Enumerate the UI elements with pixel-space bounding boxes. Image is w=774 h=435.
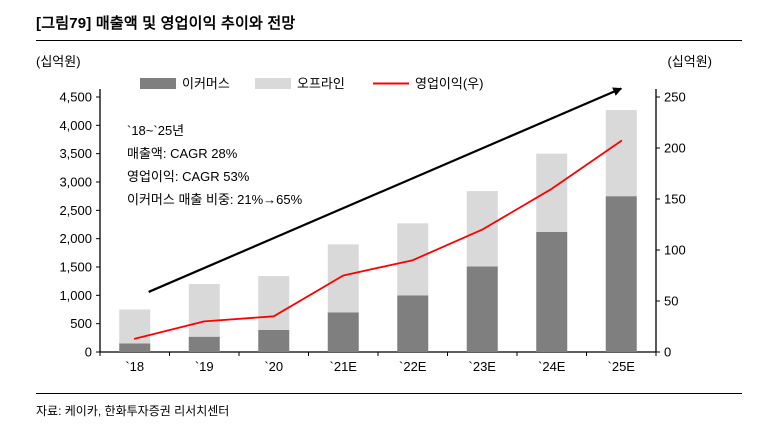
- right-axis-tick-label: 150: [664, 192, 686, 207]
- legend-swatch: [140, 78, 176, 89]
- source-note: 자료: 케이카, 한화투자증권 리서치센터: [36, 404, 230, 418]
- trend-arrow: [148, 87, 623, 293]
- annotation-line: `18~`25년: [127, 123, 184, 138]
- stacked-bars: [119, 110, 637, 352]
- bar-segment-ecommerce: [397, 295, 429, 352]
- annotation-line: 이커머스 매출 비중: 21%→65%: [127, 192, 303, 207]
- x-axis: `18 `19 `20 `21E `22E `23E `24E `25E: [99, 351, 657, 374]
- bar-segment-offline: [536, 153, 568, 232]
- x-axis-category-label: `21E: [330, 359, 358, 374]
- legend-label: 영업이익(우): [415, 76, 483, 91]
- x-axis-category-label: `22E: [399, 359, 427, 374]
- bar-segment-ecommerce: [327, 312, 359, 352]
- left-axis-tick-label: 4,500: [59, 90, 92, 105]
- x-axis-category-label: `18: [125, 359, 144, 374]
- x-axis-category-label: `20: [264, 359, 283, 374]
- page-title: [그림79] 매출액 및 영업이익 추이와 전망: [36, 15, 296, 32]
- left-axis-tick-label: 2,500: [59, 203, 92, 218]
- right-axis-tick-label: 50: [664, 294, 678, 309]
- bar-segment-ecommerce: [605, 196, 637, 352]
- bar-segment-offline: [605, 110, 637, 197]
- footer-divider: [36, 393, 742, 394]
- x-axis-category-label: `23E: [469, 359, 497, 374]
- left-axis-tick-label: 1,500: [59, 260, 92, 275]
- right-axis-tick-label: 0: [664, 345, 671, 360]
- annotation-line: 매출액: CAGR 28%: [127, 146, 238, 161]
- legend-label: 이커머스: [182, 76, 230, 91]
- bar-segment-ecommerce: [119, 343, 151, 352]
- right-axis-tick-label: 100: [664, 243, 686, 258]
- right-axis-tick-label: 250: [664, 90, 686, 105]
- left-axis-tick-label: 3,000: [59, 175, 92, 190]
- right-axis-tick-label: 200: [664, 141, 686, 156]
- bar-segment-ecommerce: [188, 336, 220, 352]
- left-axis-tick-label: 3,500: [59, 146, 92, 161]
- left-axis-tick-label: 1,000: [59, 288, 92, 303]
- bar-segment-ecommerce: [466, 266, 498, 352]
- x-axis-category-label: `19: [195, 359, 214, 374]
- legend-label: 오프라인: [297, 76, 345, 91]
- x-axis-category-label: `24E: [538, 359, 566, 374]
- header-divider: [36, 40, 742, 41]
- legend-swatch: [255, 78, 291, 89]
- right-axis-unit-label: (십억원): [667, 54, 712, 69]
- operating-profit-line: [133, 139, 623, 340]
- legend: 이커머스 오프라인 영업이익(우): [140, 76, 483, 91]
- annotation-line: 영업이익: CAGR 53%: [127, 169, 250, 184]
- right-axis: 0 50 100 150 200 250: [655, 89, 686, 360]
- bar-segment-offline: [188, 284, 220, 337]
- bar-segment-offline: [327, 244, 359, 313]
- left-axis: 0 500 1,000 1,500 2,000 2,500 3,000 3,500 4,000 4…: [59, 89, 101, 360]
- left-axis-tick-label: 500: [70, 316, 92, 331]
- left-axis-tick-label: 2,000: [59, 231, 92, 246]
- left-axis-unit-label: (십억원): [36, 54, 81, 69]
- bar-segment-ecommerce: [536, 231, 568, 352]
- bar-segment-ecommerce: [258, 329, 290, 352]
- left-axis-tick-label: 0: [85, 345, 92, 360]
- chart-canvas: (십억원) (십억원)05001,0001,5002,0002,5003,0003…: [36, 54, 712, 374]
- combo-chart: (십억원) (십억원) 0 500 1,000 1,500 2,000 2,500 3,000 3…: [0, 45, 774, 390]
- left-axis-tick-label: 4,000: [59, 118, 92, 133]
- x-axis-category-label: `25E: [608, 359, 636, 374]
- bar-segment-offline: [258, 276, 290, 330]
